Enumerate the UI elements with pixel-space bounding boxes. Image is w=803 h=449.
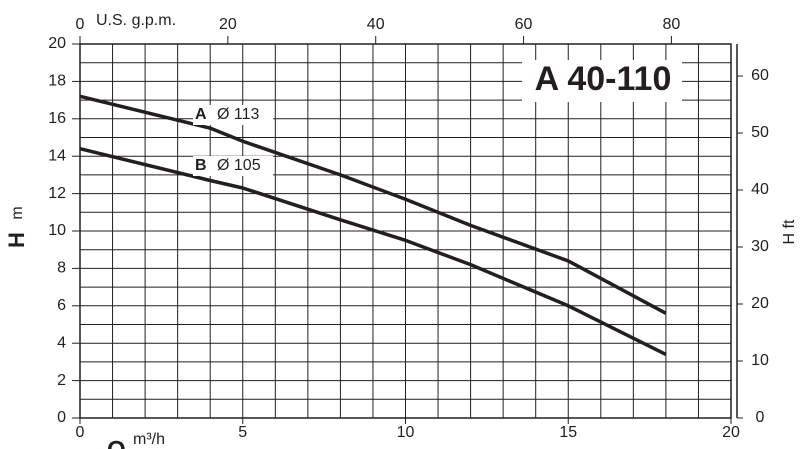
x-tick-label: 5 — [238, 424, 247, 441]
y2-tick-label: 20 — [751, 295, 769, 312]
y2-axis-label: H ft — [781, 219, 798, 244]
x2-tick-label: 80 — [663, 16, 681, 33]
y2-tick-label: 50 — [751, 124, 769, 141]
y2-tick-label: 60 — [751, 67, 769, 84]
y-tick-label: 4 — [57, 334, 66, 351]
x-tick-label: 10 — [397, 424, 415, 441]
curve — [79, 94, 667, 315]
x2-axis-label: U.S. g.p.m. — [96, 12, 176, 29]
series-diameter: Ø 105 — [217, 157, 261, 174]
y-tick-label: 0 — [57, 409, 66, 426]
x2-tick-label: 40 — [367, 16, 385, 33]
y-tick-label: 18 — [48, 73, 66, 90]
y-tick-label: 20 — [48, 35, 66, 52]
x2-tick-label: 60 — [515, 16, 533, 33]
x-axis-unit: m³/h — [133, 431, 165, 448]
y-tick-label: 8 — [57, 260, 66, 277]
curve — [79, 147, 667, 356]
label-bg — [193, 156, 273, 176]
y2-tick-label: 40 — [751, 181, 769, 198]
y2-tick-label: 0 — [756, 409, 765, 426]
x-axis-label: Q — [107, 436, 126, 449]
series-label: A — [195, 106, 207, 123]
y-axis-unit: m — [9, 206, 26, 219]
y-tick-label: 12 — [48, 185, 66, 202]
series-diameter: Ø 113 — [217, 106, 260, 123]
x2-tick-label: 20 — [219, 16, 237, 33]
x-tick-label: 20 — [722, 424, 740, 441]
x2-tick-label: 0 — [76, 16, 85, 33]
y-tick-label: 14 — [48, 147, 66, 164]
label-bg — [193, 105, 273, 125]
y-tick-label: 10 — [48, 222, 66, 239]
series-label: B — [195, 157, 207, 174]
x-tick-label: 15 — [559, 424, 577, 441]
title-box — [522, 60, 682, 102]
y2-tick-label: 30 — [751, 238, 769, 255]
y-tick-label: 16 — [48, 110, 66, 127]
y-tick-label: 2 — [57, 372, 66, 389]
y-axis-label: H — [4, 232, 29, 248]
chart-title: A 40-110 — [535, 60, 672, 98]
x-tick-label: 0 — [76, 424, 85, 441]
y2-tick-label: 10 — [751, 352, 769, 369]
y-tick-label: 6 — [57, 297, 66, 314]
